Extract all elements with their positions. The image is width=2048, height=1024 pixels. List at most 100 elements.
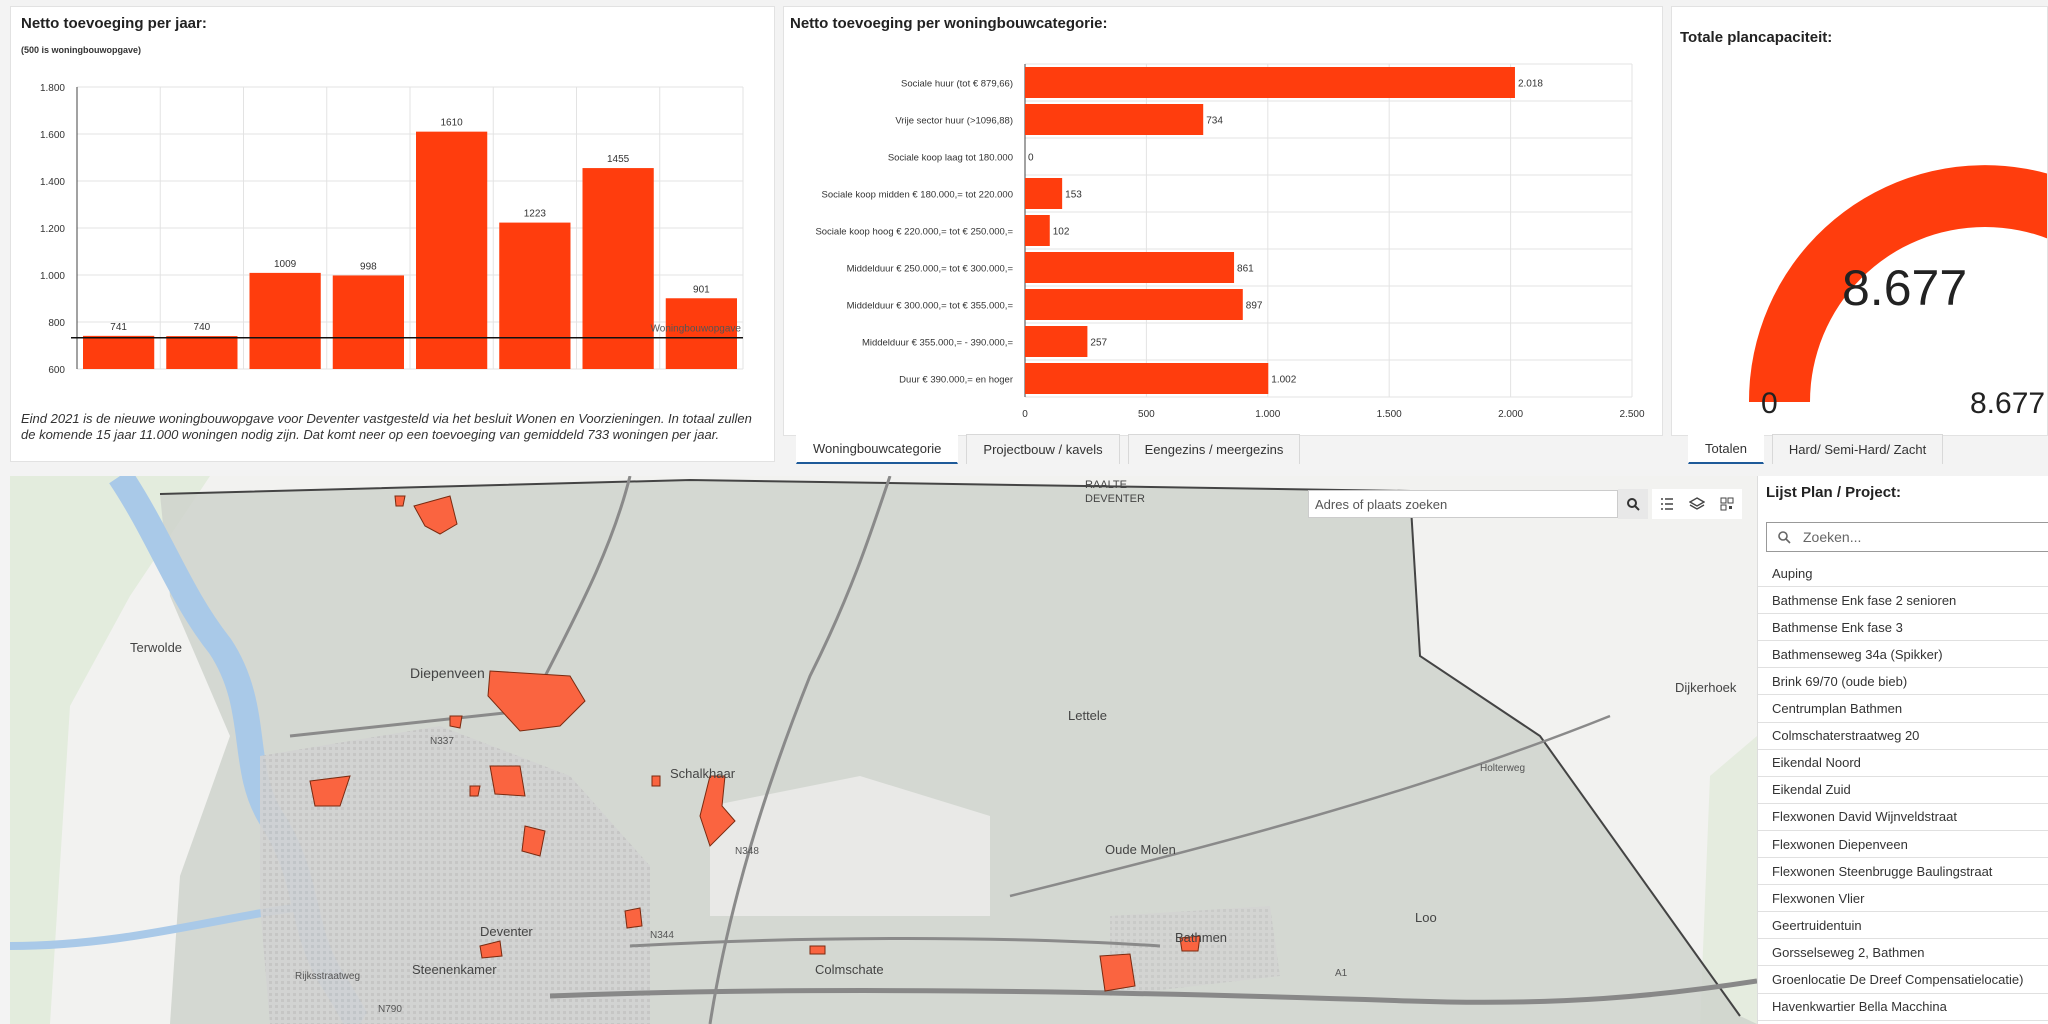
place-steenenkamer: Steenenkamer: [412, 962, 497, 977]
y-tick-label: 1.000: [40, 271, 65, 282]
map-view[interactable]: Diepenveen Terwolde Schalkhaar Lettele O…: [10, 476, 1757, 1024]
plan-area: [1179, 935, 1201, 952]
tab-hard-semi-zacht[interactable]: Hard/ Semi-Hard/ Zacht: [1771, 434, 1944, 464]
y-tick-label: Sociale huur (tot € 879,66): [901, 79, 1013, 90]
plan-area: [489, 765, 526, 797]
data-label: 0: [1028, 153, 1034, 164]
data-label: 741: [110, 322, 127, 333]
project-list-title: Lijst Plan / Project:: [1766, 484, 1902, 501]
map-search-button[interactable]: [1618, 489, 1648, 519]
project-list-item[interactable]: Flexwonen Vlier: [1758, 885, 2048, 913]
project-search-field[interactable]: Zoeken...: [1766, 522, 2048, 552]
plan-area: [309, 775, 351, 807]
bar: [1025, 104, 1204, 135]
project-list-item[interactable]: Flexwonen Steenbrugge Baulingstraat: [1758, 858, 2048, 886]
map-search-input[interactable]: Adres of plaats zoeken: [1315, 496, 1448, 512]
municipality-boundary: [159, 478, 1741, 1017]
place-bathmen: Bathmen: [1175, 930, 1227, 945]
project-list-item[interactable]: Auping: [1758, 560, 2048, 587]
green-area-left: [10, 476, 210, 1024]
plan-area: [449, 715, 463, 729]
project-list-item[interactable]: Eikendal Zuid: [1758, 777, 2048, 804]
bar: [249, 272, 321, 369]
qr-button[interactable]: [1712, 489, 1742, 519]
project-list-item[interactable]: Bathmense Enk fase 2 senioren: [1758, 587, 2048, 615]
bar: [1025, 289, 1243, 320]
project-list-item[interactable]: Colmschaterstraatweg 20: [1758, 723, 2048, 750]
project-list-item[interactable]: Eikendal Noord: [1758, 750, 2048, 777]
project-list-item[interactable]: Bathmenseweg 34a (Spikker): [1758, 641, 2048, 669]
category-tabs: Woningbouwcategorie Projectbouw / kavels…: [796, 434, 1301, 464]
y-tick-label: Middelduur € 355.000,= - 390.000,=: [862, 338, 1014, 349]
capacity-title: Totale plancapaciteit:: [1680, 29, 1833, 46]
data-label: 153: [1065, 190, 1082, 201]
legend-button[interactable]: [1652, 489, 1682, 519]
project-list-panel: Lijst Plan / Project: Zoeken... Auping Ba…: [1757, 476, 2048, 1024]
tab-projectbouw-kavels[interactable]: Projectbouw / kavels: [966, 434, 1120, 464]
plan-area: [699, 775, 736, 847]
bar: [1025, 252, 1235, 283]
y-tick-label: Sociale koop laag tot 180.000: [888, 153, 1013, 164]
road-n344: [629, 937, 1161, 948]
bar: [499, 222, 571, 369]
data-label: 740: [194, 322, 211, 333]
year-chart-description: Eind 2021 is de nieuwe woningbouwopgave …: [21, 411, 752, 442]
project-list-item[interactable]: Groenlocatie De Dreef Compensatielocatie…: [1758, 967, 2048, 994]
place-diepenveen: Diepenveen: [410, 665, 485, 681]
x-tick-label: 2.000: [1498, 409, 1523, 420]
road-holterweg: [1009, 714, 1611, 898]
tab-eengezins-meergezins[interactable]: Eengezins / meergezins: [1127, 434, 1301, 464]
place-colmschate: Colmschate: [815, 962, 884, 977]
place-lettele: Lettele: [1068, 708, 1107, 723]
y-tick-label: 1.600: [40, 130, 65, 141]
map-canvas: Diepenveen Terwolde Schalkhaar Lettele O…: [10, 476, 1757, 1024]
list-icon: [1661, 498, 1673, 510]
project-list-item[interactable]: Gorsselseweg 2, Bathmen: [1758, 939, 2048, 967]
project-list-item[interactable]: Geertruidentuin: [1758, 912, 2048, 940]
plan-area: [1099, 953, 1136, 992]
road-label-n337: N337: [430, 736, 454, 747]
project-list-item[interactable]: Bathmense Enk fase 3: [1758, 614, 2048, 642]
bar: [83, 335, 155, 369]
project-list-item[interactable]: Havenkwartier Bella Macchina: [1758, 994, 2048, 1021]
x-tick-label: 2.500: [1619, 409, 1644, 420]
x-tick-label: 0: [1022, 409, 1028, 420]
data-label: 102: [1053, 227, 1070, 238]
bar: [1025, 363, 1269, 394]
road-label-n790: N790: [378, 1004, 402, 1015]
project-list-item[interactable]: Brink 69/70 (oude bieb): [1758, 668, 2048, 696]
plan-area: [413, 495, 458, 535]
project-list-item[interactable]: Centrumplan Bathmen: [1758, 696, 2048, 723]
tab-woningbouwcategorie[interactable]: Woningbouwcategorie: [796, 434, 959, 464]
plan-area: [479, 940, 503, 959]
project-list: Auping Bathmense Enk fase 2 senioren Bathm…: [1758, 560, 2048, 1024]
bar: [416, 131, 488, 369]
category-bar-chart: 0 500 1.000 1.500 2.000 2.500 2.018 Sociale huu…: [815, 63, 1645, 420]
y-tick-label: Sociale koop midden € 180.000,= tot 220.…: [822, 190, 1013, 201]
data-label: 257: [1090, 338, 1107, 349]
y-tick-label: 800: [48, 318, 65, 329]
urban-deventer: [260, 726, 650, 1024]
tab-totalen[interactable]: Totalen: [1688, 434, 1764, 464]
year-bar-chart: 6008001.0001.2001.4001.6001.800741202474…: [40, 83, 744, 376]
map-address-search[interactable]: Adres of plaats zoeken: [1308, 490, 1618, 518]
project-list-item[interactable]: Flexwonen Diepenveen: [1758, 831, 2048, 858]
gauge-max-label: 8.677: [1970, 387, 2046, 420]
bar: [1025, 215, 1050, 246]
place-raalte: RAALTE: [1085, 479, 1127, 491]
place-deventer-border: DEVENTER: [1085, 493, 1145, 505]
year-chart-title: Netto toevoeging per jaar:: [21, 15, 207, 32]
data-label: 1455: [607, 154, 630, 165]
year-chart-panel: Netto toevoeging per jaar: (500 is wonin…: [10, 6, 775, 462]
plan-area: [651, 775, 661, 787]
data-label: 897: [1246, 301, 1263, 312]
layers-button[interactable]: [1682, 489, 1712, 519]
bar: [1025, 326, 1088, 357]
capacity-tabs: Totalen Hard/ Semi-Hard/ Zacht: [1688, 434, 1944, 464]
x-tick-label: 1.500: [1377, 409, 1402, 420]
project-search-input[interactable]: Zoeken...: [1803, 529, 1862, 545]
project-list-item[interactable]: Flexwonen David Wijnveldstraat: [1758, 804, 2048, 831]
place-loo: Loo: [1415, 910, 1437, 925]
capacity-gauge: [1748, 165, 2047, 402]
road-a1: [549, 978, 1757, 1005]
